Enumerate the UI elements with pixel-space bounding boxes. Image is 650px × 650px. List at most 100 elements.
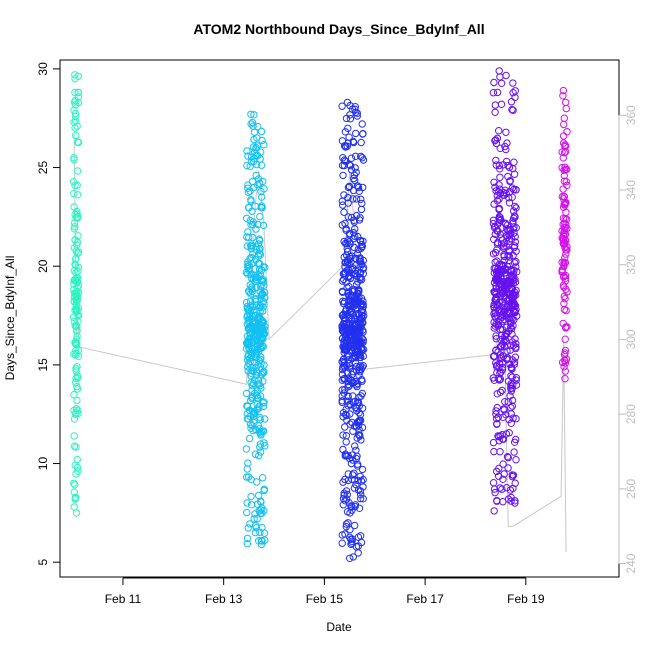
data-point	[244, 188, 253, 197]
data-point	[501, 142, 509, 151]
data-point	[498, 298, 506, 306]
data-point	[342, 143, 350, 151]
data-point	[354, 533, 363, 541]
data-point	[245, 261, 253, 270]
data-point	[358, 363, 366, 371]
data-point	[562, 104, 570, 113]
y-tick-label: 25	[36, 161, 50, 175]
data-point	[497, 100, 506, 109]
data-point	[356, 255, 364, 263]
data-point	[563, 181, 571, 190]
data-point	[340, 345, 348, 353]
data-point	[345, 238, 354, 246]
data-point	[248, 254, 256, 262]
data-point	[244, 184, 252, 193]
x-tick-label: Feb 11	[105, 592, 142, 606]
data-point	[351, 164, 359, 172]
data-point	[350, 329, 358, 337]
data-point	[342, 438, 350, 446]
data-point	[340, 362, 348, 370]
y2-tick-label: 300	[624, 329, 638, 349]
y2-tick-label: 280	[624, 404, 638, 424]
data-point	[562, 285, 570, 293]
data-point	[511, 93, 519, 102]
data-point	[257, 193, 266, 201]
y-tick-label: 10	[36, 457, 50, 471]
data-point	[510, 308, 518, 316]
data-point	[71, 181, 79, 190]
data-point	[491, 322, 500, 330]
data-point	[489, 352, 498, 361]
data-point	[506, 392, 514, 400]
data-point	[245, 233, 253, 242]
data-point	[561, 219, 569, 227]
data-point	[496, 73, 504, 81]
data-point	[359, 362, 367, 370]
data-point	[355, 504, 364, 512]
data-point	[245, 323, 253, 332]
data-point	[351, 297, 360, 305]
data-point	[351, 103, 359, 111]
data-point	[352, 195, 361, 203]
data-point	[251, 528, 260, 537]
data-point	[560, 114, 568, 122]
data-point	[349, 271, 358, 279]
data-point	[341, 423, 349, 431]
data-point	[493, 390, 501, 398]
x-tick-label: Feb 15	[306, 592, 344, 606]
data-point	[258, 266, 266, 274]
data-point	[351, 377, 359, 386]
data-point	[563, 128, 571, 136]
data-point	[506, 360, 514, 369]
data-point	[357, 244, 365, 253]
data-point	[354, 462, 362, 470]
data-point	[70, 154, 78, 162]
data-point	[253, 478, 261, 486]
data-point	[344, 383, 353, 391]
data-point	[254, 347, 263, 356]
data-point	[73, 307, 81, 316]
data-point	[352, 423, 361, 431]
data-point	[561, 335, 569, 343]
data-point	[562, 355, 571, 363]
data-point	[497, 240, 506, 248]
data-point	[340, 374, 349, 383]
data-point	[242, 345, 251, 353]
data-point	[73, 363, 81, 371]
data-point	[344, 380, 352, 389]
data-point	[562, 98, 570, 107]
data-point	[492, 161, 500, 169]
data-point	[491, 296, 500, 304]
data-point	[338, 539, 346, 547]
data-point	[510, 448, 518, 456]
data-point	[339, 201, 347, 209]
data-point	[560, 228, 568, 237]
data-point	[244, 228, 252, 236]
data-point	[352, 129, 360, 138]
data-point	[509, 381, 517, 389]
data-point	[494, 276, 503, 284]
data-point	[342, 114, 351, 123]
data-point	[561, 295, 569, 303]
data-point	[561, 274, 570, 282]
data-point	[507, 419, 515, 427]
data-point	[74, 374, 82, 382]
data-point	[492, 136, 500, 144]
data-point	[356, 410, 365, 419]
data-point	[504, 302, 512, 310]
data-point	[71, 109, 80, 118]
data-point	[256, 448, 265, 456]
data-point	[255, 246, 263, 254]
data-point	[498, 431, 506, 439]
data-point	[353, 112, 361, 120]
data-point	[497, 269, 505, 277]
data-point	[346, 323, 354, 331]
data-point	[353, 418, 361, 427]
data-point	[261, 415, 269, 423]
data-point	[259, 177, 267, 186]
data-point	[495, 127, 503, 135]
data-point	[495, 472, 503, 480]
data-point	[338, 161, 347, 170]
data-point	[71, 124, 79, 132]
